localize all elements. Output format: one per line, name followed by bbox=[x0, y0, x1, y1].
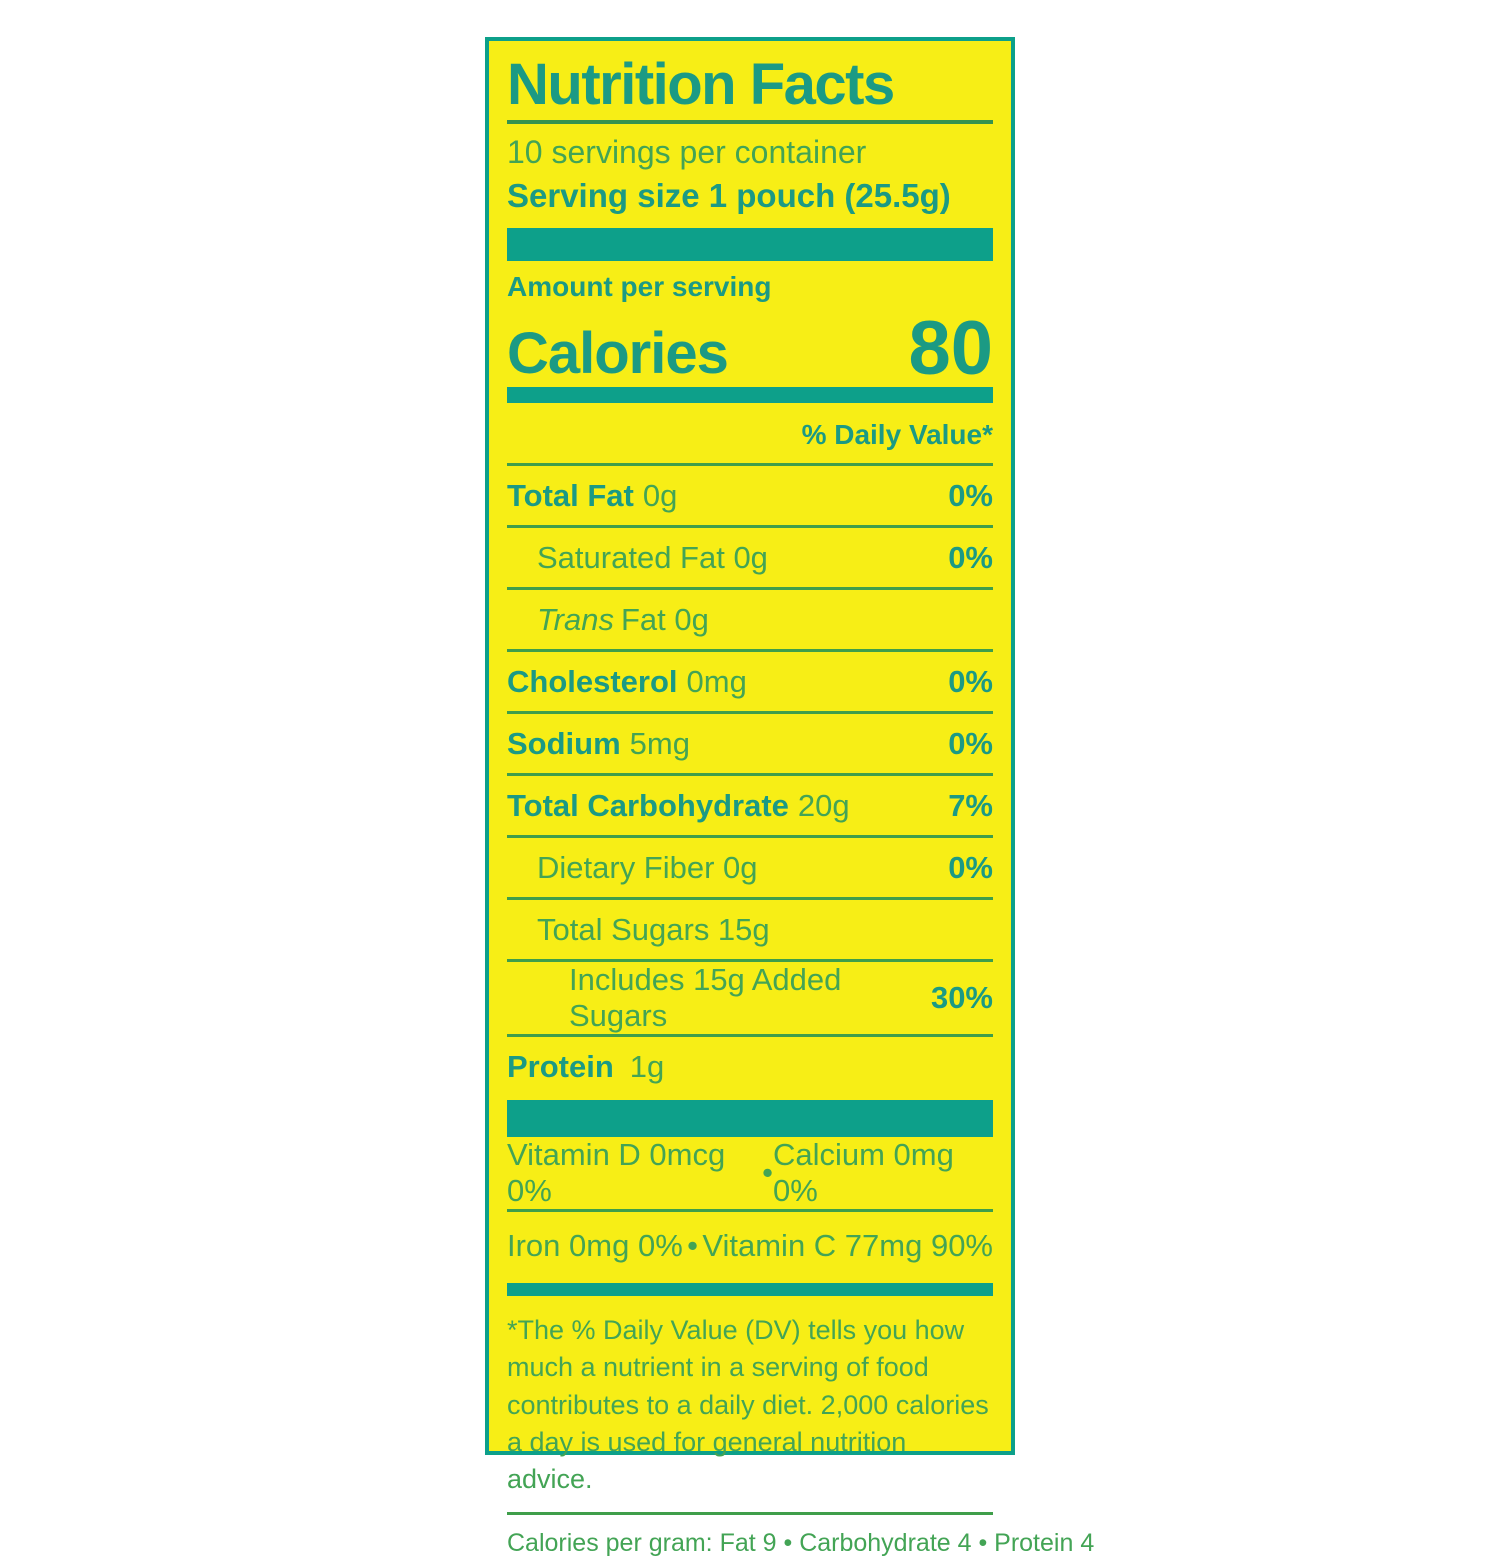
section-divider-bar-footnote bbox=[507, 1283, 993, 1297]
amount-per-serving-label: Amount per serving bbox=[507, 271, 772, 303]
nutrient-amount: Total Sugars 15g bbox=[537, 911, 770, 947]
iron-value: Iron 0mg 0% bbox=[507, 1227, 683, 1263]
vitamin-c-value: Vitamin C 77mg 90% bbox=[702, 1227, 993, 1263]
nutrient-dv: 30% bbox=[930, 980, 993, 1016]
nutrient-amount: Fat 0g bbox=[620, 601, 709, 637]
nutrient-name: Protein bbox=[507, 1048, 614, 1084]
nutrient-row-trans-fat: Trans Fat 0g bbox=[507, 590, 993, 653]
nutrient-amount: 20g bbox=[797, 787, 850, 823]
nutrient-amount: 5mg bbox=[629, 725, 690, 761]
nutrient-amount: 1g bbox=[629, 1048, 665, 1084]
calories-row: Calories 80 bbox=[507, 303, 993, 391]
nutrition-facts-label: Nutrition Facts 10 servings per containe… bbox=[485, 37, 1094, 1557]
nutrient-row-dietary-fiber: Dietary Fiber 0g 0% bbox=[507, 838, 993, 901]
servings-per-container: 10 servings per container bbox=[507, 133, 867, 170]
nutrient-amount: 0mg bbox=[686, 663, 747, 699]
section-divider-bar-top bbox=[507, 228, 993, 262]
bullet-separator: • bbox=[762, 1155, 773, 1191]
serving-size: Serving size 1 pouch (25.5g) bbox=[507, 176, 951, 214]
nutrient-dv: 7% bbox=[948, 787, 993, 823]
nutrient-row-saturated-fat: Saturated Fat 0g 0% bbox=[507, 528, 993, 591]
vitamin-row-2: Iron 0mg 0% • Vitamin C 77mg 90% bbox=[507, 1212, 993, 1279]
vitamin-d-value: Vitamin D 0mcg 0% bbox=[507, 1137, 726, 1209]
nutrient-row-sodium: Sodium 5mg 0% bbox=[507, 714, 993, 777]
nutrient-dv: 0% bbox=[948, 539, 993, 575]
daily-value-footnote: *The % Daily Value (DV) tells you how mu… bbox=[507, 1304, 993, 1516]
nutrient-row-total-fat: Total Fat 0g 0% bbox=[507, 466, 993, 529]
nutrition-facts-title: Nutrition Facts bbox=[507, 52, 993, 124]
nutrient-row-added-sugars: Includes 15g Added Sugars 30% bbox=[507, 962, 993, 1038]
nutrient-row-total-sugars: Total Sugars 15g bbox=[507, 900, 993, 963]
nutrient-name: Total Fat bbox=[507, 477, 634, 513]
calories-per-gram: Calories per gram: Fat 9 • Carbohydrate … bbox=[507, 1529, 1095, 1558]
nutrient-name: Cholesterol bbox=[507, 663, 678, 699]
nutrient-dv: 0% bbox=[948, 663, 993, 699]
nutrient-name: Sodium bbox=[507, 725, 621, 761]
nutrient-row-protein: Protein 1g bbox=[507, 1037, 993, 1096]
daily-value-header: % Daily Value* bbox=[507, 409, 993, 467]
nutrient-dv: 0% bbox=[948, 849, 993, 885]
calories-value: 80 bbox=[908, 305, 993, 391]
section-divider-bar-vitamins bbox=[507, 1100, 993, 1138]
calories-divider-bar bbox=[507, 387, 993, 404]
vitamin-row-1: Vitamin D 0mcg 0% • Calcium 0mg 0% bbox=[507, 1137, 993, 1213]
nutrient-name: Total Carbohydrate bbox=[507, 787, 789, 823]
nutrient-amount: Includes 15g Added Sugars bbox=[569, 962, 842, 1034]
nutrient-dv: 0% bbox=[948, 477, 993, 513]
nutrient-dv: 0% bbox=[948, 725, 993, 761]
nutrient-amount: Saturated Fat 0g bbox=[537, 539, 768, 575]
calcium-value: Calcium 0mg 0% bbox=[772, 1137, 954, 1209]
nutrient-row-total-carbohydrate: Total Carbohydrate 20g 7% bbox=[507, 776, 993, 839]
calories-label: Calories bbox=[507, 321, 729, 387]
bullet-separator: • bbox=[687, 1227, 698, 1263]
nutrient-amount: 0g bbox=[642, 477, 678, 513]
nutrient-row-cholesterol: Cholesterol 0mg 0% bbox=[507, 652, 993, 715]
nutrient-amount: Dietary Fiber 0g bbox=[537, 849, 758, 885]
